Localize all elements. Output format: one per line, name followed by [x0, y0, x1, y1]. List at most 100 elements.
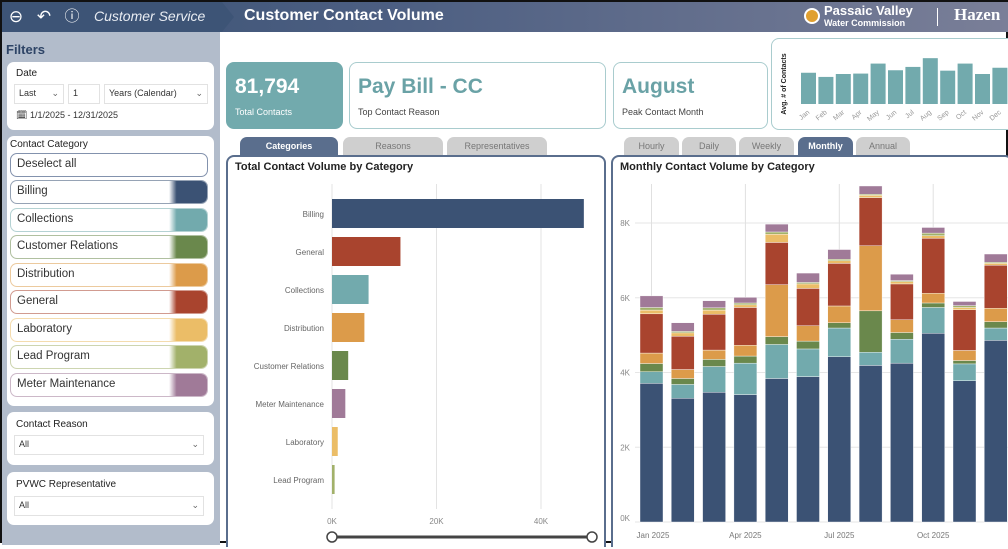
- date-relative-value: Last: [19, 88, 37, 98]
- date-count-input[interactable]: 1: [68, 84, 100, 104]
- bar-segment-collections: [796, 348, 820, 377]
- tab-hourly[interactable]: Hourly: [624, 137, 679, 155]
- mini-bar: [905, 66, 921, 104]
- date-unit-value: Years (Calendar): [109, 88, 177, 98]
- tab-reasons[interactable]: Reasons: [343, 137, 443, 155]
- chart-title: Monthly Contact Volume by Category: [620, 161, 815, 173]
- bar-distribution: [332, 313, 365, 342]
- zoom-slider-handle-start[interactable]: [326, 531, 338, 543]
- header-bar: ⊖ ↶ ⓘ Customer Service Customer Contact …: [2, 2, 1008, 32]
- bar-segment-lead-program: [796, 282, 820, 285]
- kpi-peak-month: August Peak Contact Month: [613, 62, 768, 129]
- x-tick-label: Aug: [919, 109, 933, 122]
- tab-categories[interactable]: Categories: [240, 137, 338, 155]
- x-tick-label: Sep: [936, 109, 950, 122]
- bar-segment-laboratory: [890, 281, 914, 285]
- bar-segment-meter-maintenance: [921, 227, 945, 234]
- bar-segment-customer-relations: [702, 359, 726, 367]
- category-volume-panel: Total Contact Volume by Category 0K 20K 40…: [226, 155, 606, 547]
- bar-segment-collections: [984, 327, 1008, 341]
- bar-segment-distribution: [984, 308, 1008, 322]
- x-tick-label: Jan: [798, 109, 811, 122]
- category-label: General: [296, 248, 325, 257]
- category-distribution-button[interactable]: Distribution: [10, 262, 208, 287]
- category-billing-button[interactable]: Billing: [10, 180, 208, 204]
- bar-segment-meter-maintenance: [733, 297, 758, 304]
- bar-segment-meter-maintenance: [764, 223, 789, 233]
- bar-segment-billing: [858, 365, 883, 523]
- deselect-all-button[interactable]: Deselect all: [10, 153, 208, 177]
- representative-select[interactable]: All ⌄: [14, 496, 204, 516]
- zoom-slider-handle-end[interactable]: [586, 531, 598, 543]
- category-label: Contact Category: [10, 139, 88, 150]
- bar-segment-laboratory: [921, 235, 945, 239]
- bar-segment-meter-maintenance: [796, 272, 820, 283]
- mini-bar: [957, 63, 973, 104]
- x-tick-label: Dec: [989, 109, 1003, 123]
- bar-segment-lead-program: [733, 302, 758, 306]
- y-axis-label: Avg. # of Contacts: [781, 53, 788, 114]
- category-general-button[interactable]: General: [10, 290, 208, 314]
- category-label: Laboratory: [17, 322, 72, 335]
- y-tick-label: 0K: [620, 514, 630, 523]
- category-color-swatch: [169, 291, 207, 313]
- back-circle-icon[interactable]: ⊖: [8, 7, 24, 26]
- tab-representatives[interactable]: Representatives: [447, 137, 547, 155]
- bar-segment-laboratory: [639, 309, 664, 315]
- bar-segment-billing: [702, 392, 726, 523]
- tab-annual[interactable]: Annual: [856, 137, 910, 155]
- kpi-value: August: [622, 75, 695, 98]
- date-relative-select[interactable]: Last ⌄: [14, 84, 64, 104]
- category-color-swatch: [169, 236, 207, 258]
- bar-segment-collections: [921, 307, 945, 334]
- chevron-down-icon: ⌄: [51, 88, 59, 98]
- kpi-label: Top Contact Reason: [358, 107, 440, 117]
- bar-segment-distribution: [827, 305, 852, 323]
- mini-bar: [853, 73, 869, 104]
- date-unit-select[interactable]: Years (Calendar) ⌄: [104, 84, 208, 104]
- bar-segment-customer-relations: [671, 378, 695, 385]
- bar-segment-meter-maintenance: [827, 249, 852, 260]
- bar-segment-distribution: [921, 293, 945, 304]
- bar-segment-customer-relations: [764, 336, 789, 345]
- pvwc-seal-icon: [804, 8, 820, 24]
- contact-reason-select[interactable]: All ⌄: [14, 435, 204, 455]
- bar-segment-laboratory: [796, 283, 820, 289]
- mini-bar: [975, 74, 990, 104]
- tab-monthly[interactable]: Monthly: [798, 137, 853, 155]
- x-tick-label: Jul: [904, 109, 916, 120]
- bar-segment-lead-program: [827, 259, 852, 261]
- category-meter-maintenance-button[interactable]: Meter Maintenance: [10, 372, 208, 397]
- kpi-total-contacts: 81,794 Total Contacts: [226, 62, 343, 129]
- bar-segment-general: [671, 336, 695, 370]
- bar-segment-laboratory: [702, 309, 726, 315]
- category-lead-program-button[interactable]: Lead Program: [10, 345, 208, 369]
- tab-daily[interactable]: Daily: [682, 137, 736, 155]
- mini-bar: [835, 74, 851, 104]
- bar-segment-distribution: [671, 369, 695, 379]
- contact-reason-card: Contact Reason All ⌄: [7, 412, 214, 465]
- bar-segment-general: [764, 242, 789, 285]
- bar-segment-collections: [890, 339, 914, 364]
- bar-segment-distribution: [952, 350, 977, 361]
- category-collections-button[interactable]: Collections: [10, 207, 208, 232]
- bar-laboratory: [332, 427, 338, 456]
- bar-segment-customer-relations: [890, 332, 914, 340]
- bar-segment-general: [984, 265, 1008, 309]
- kpi-label: Total Contacts: [235, 107, 293, 117]
- date-label: Date: [16, 68, 38, 79]
- bar-segment-customer-relations: [639, 363, 664, 372]
- bar-lead-program: [332, 465, 335, 494]
- category-label: Meter Maintenance: [17, 377, 116, 390]
- category-laboratory-button[interactable]: Laboratory: [10, 317, 208, 342]
- bar-segment-general: [733, 307, 758, 346]
- category-customer-relations-button[interactable]: Customer Relations: [10, 235, 208, 259]
- breadcrumb-label[interactable]: Customer Service: [94, 8, 206, 24]
- bar-meter-maintenance: [332, 389, 346, 418]
- tab-weekly[interactable]: Weekly: [739, 137, 794, 155]
- undo-icon[interactable]: ↶: [36, 7, 52, 26]
- chevron-down-icon: ⌄: [195, 88, 203, 98]
- monthly-volume-chart: 0K 2K 4K 6K 8K Jan 2025 Apr 2025 Jul 2025 Oct 20…: [620, 184, 1008, 540]
- bar-general: [332, 237, 401, 266]
- info-icon[interactable]: ⓘ: [64, 8, 80, 25]
